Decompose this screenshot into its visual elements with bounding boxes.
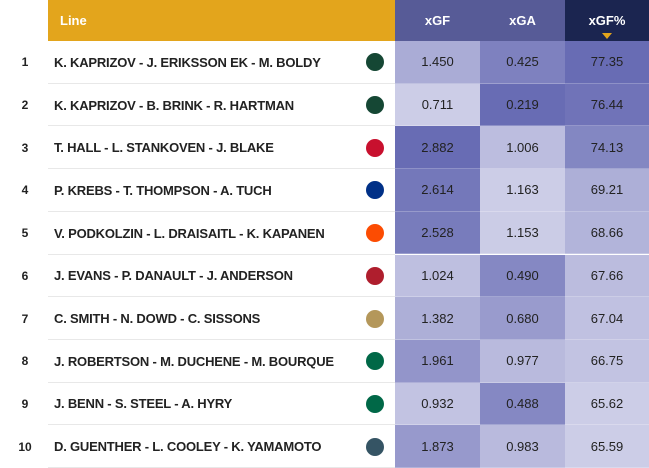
line-name: D. GUENTHER - L. COOLEY - K. YAMAMOTO [54, 439, 322, 455]
stat-cell: 2.614 [395, 169, 480, 212]
line-name: C. SMITH - N. DOWD - C. SISSONS [54, 311, 261, 327]
stat-cell: 68.66 [565, 211, 649, 255]
rank: 2 [21, 98, 29, 113]
rank: 3 [21, 140, 29, 155]
stat-cell: 1.163 [480, 169, 565, 212]
stat-cell: 66.75 [565, 339, 649, 383]
sort-arrow [602, 33, 612, 39]
row-separator [48, 125, 395, 127]
header-xgf[interactable]: xGF [395, 0, 480, 41]
line-name: V. PODKOLZIN - L. DRAISAITL - K. KAPANEN [54, 225, 325, 241]
stat-cell: 1.382 [395, 297, 480, 340]
team-logo [366, 138, 384, 157]
stat-cell: 0.219 [480, 83, 565, 127]
row-separator [48, 253, 395, 255]
stat-cell: 65.62 [565, 382, 649, 426]
team-logo [366, 181, 384, 200]
line-name: K. KAPRIZOV - J. ERIKSSON EK - M. BOLDY [54, 54, 321, 70]
line-name: J. EVANS - P. DANAULT - J. ANDERSON [54, 268, 293, 284]
stat-cell: 77.35 [565, 41, 649, 84]
stat-cell: 0.490 [480, 254, 565, 298]
stat-cell: 1.961 [395, 339, 480, 383]
rank: 7 [21, 311, 29, 326]
stat-cell: 2.882 [395, 126, 480, 170]
team-logo [366, 352, 384, 371]
stat-cell: 0.711 [395, 83, 480, 127]
line-name: K. KAPRIZOV - B. BRINK - R. HARTMAN [54, 97, 294, 113]
team-logo [366, 224, 384, 243]
rank: 6 [21, 268, 29, 283]
rank: 4 [21, 183, 29, 198]
row-separator [48, 168, 395, 170]
row-separator [48, 424, 395, 426]
stat-cell: 1.024 [395, 254, 480, 298]
line-name: J. BENN - S. STEEL - A. HYRY [54, 396, 233, 412]
stat-cell: 0.932 [395, 382, 480, 426]
rank: 10 [18, 439, 32, 454]
team-logo [366, 437, 384, 456]
team-logo [366, 96, 384, 115]
rank: 1 [21, 55, 29, 70]
line-name: J. ROBERTSON - M. DUCHENE - M. BOURQUE [54, 353, 334, 369]
row-separator [48, 296, 395, 298]
team-logo [366, 394, 384, 413]
stat-cell: 1.450 [395, 41, 480, 84]
team-logo [366, 266, 384, 285]
rank: 9 [21, 396, 29, 411]
stat-cell: 1.006 [480, 126, 565, 170]
team-logo [366, 53, 384, 72]
stat-cell: 67.66 [565, 254, 649, 298]
row-separator [48, 381, 395, 383]
stat-cell: 65.59 [565, 425, 649, 468]
row-separator [48, 338, 395, 340]
header-xga[interactable]: xGA [480, 0, 565, 41]
row-separator [48, 210, 395, 212]
stat-cell: 76.44 [565, 83, 649, 127]
stat-cell: 0.488 [480, 382, 565, 426]
header-line[interactable]: Line [48, 0, 395, 41]
stat-cell: 67.04 [565, 297, 649, 340]
line-name: T. HALL - L. STANKOVEN - J. BLAKE [54, 140, 274, 156]
team-logo [366, 309, 384, 328]
stat-cell: 1.153 [480, 211, 565, 255]
stat-cell: 0.983 [480, 425, 565, 468]
row-separator [48, 82, 395, 84]
stat-cell: 0.680 [480, 297, 565, 340]
rank: 8 [21, 354, 29, 369]
rank: 5 [21, 226, 29, 241]
line-name: P. KREBS - T. THOMPSON - A. TUCH [54, 182, 272, 198]
stat-cell: 0.425 [480, 41, 565, 84]
stat-cell: 2.528 [395, 211, 480, 255]
stat-cell: 0.977 [480, 339, 565, 383]
stat-cell: 1.873 [395, 425, 480, 468]
stat-cell: 74.13 [565, 126, 649, 170]
stat-cell: 69.21 [565, 169, 649, 212]
